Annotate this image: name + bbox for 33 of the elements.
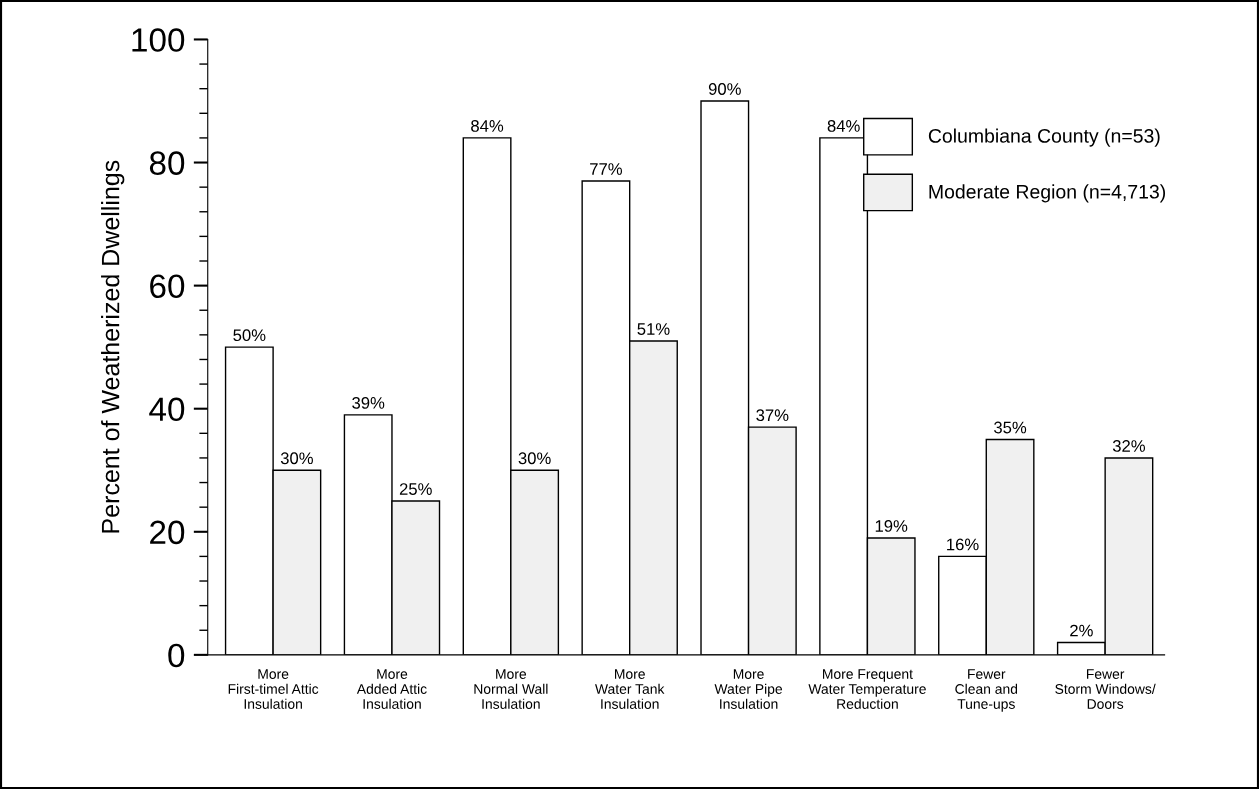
y-tick-label: 100: [132, 28, 185, 52]
y-tick-label: 40: [149, 397, 185, 422]
legend-label: Columbiana County (n=53): [928, 128, 1160, 147]
x-tick-label: More Water Pipe Insulation: [714, 669, 783, 709]
data-label: 30%: [518, 452, 551, 465]
y-tick-label: 20: [150, 520, 185, 545]
x-tick-label: Fewer Storm Windows/ Doors: [1055, 669, 1156, 709]
data-label: 39%: [352, 396, 385, 409]
x-tick-label: More Frequent Water Temperature Reduction: [808, 669, 926, 709]
data-label: 2%: [1070, 624, 1093, 637]
x-tick-label: More Water Tank Insulation: [595, 669, 665, 709]
x-tick-label: More Added Attic Insulation: [356, 669, 427, 709]
data-label: 84%: [827, 120, 860, 132]
data-label: 19%: [875, 520, 908, 532]
data-label: 16%: [947, 538, 979, 551]
data-label: 51%: [637, 323, 670, 335]
y-axis-title: Percent of Weatherized Dwellings: [101, 160, 125, 533]
y-tick-label: 80: [149, 151, 185, 175]
data-label: 50%: [233, 329, 266, 342]
data-label: 30%: [280, 452, 313, 465]
y-tick-label: 0: [168, 643, 185, 668]
y-tick-label: 60: [150, 274, 185, 299]
x-tick-label: More Normal Wall Insulation: [474, 669, 548, 709]
legend-label: Moderate Region (n=4,713): [929, 184, 1166, 203]
x-tick-label: More First-timel Attic Insulation: [228, 669, 319, 709]
data-label: 84%: [471, 120, 504, 132]
data-label: 37%: [756, 409, 789, 422]
data-label: 25%: [399, 483, 432, 495]
x-tick-label: Fewer Clean and Tune-ups: [955, 669, 1018, 712]
data-label: 32%: [1112, 440, 1145, 452]
data-label: 77%: [590, 163, 623, 175]
data-label: 35%: [994, 421, 1027, 434]
data-label: 90%: [708, 83, 741, 95]
